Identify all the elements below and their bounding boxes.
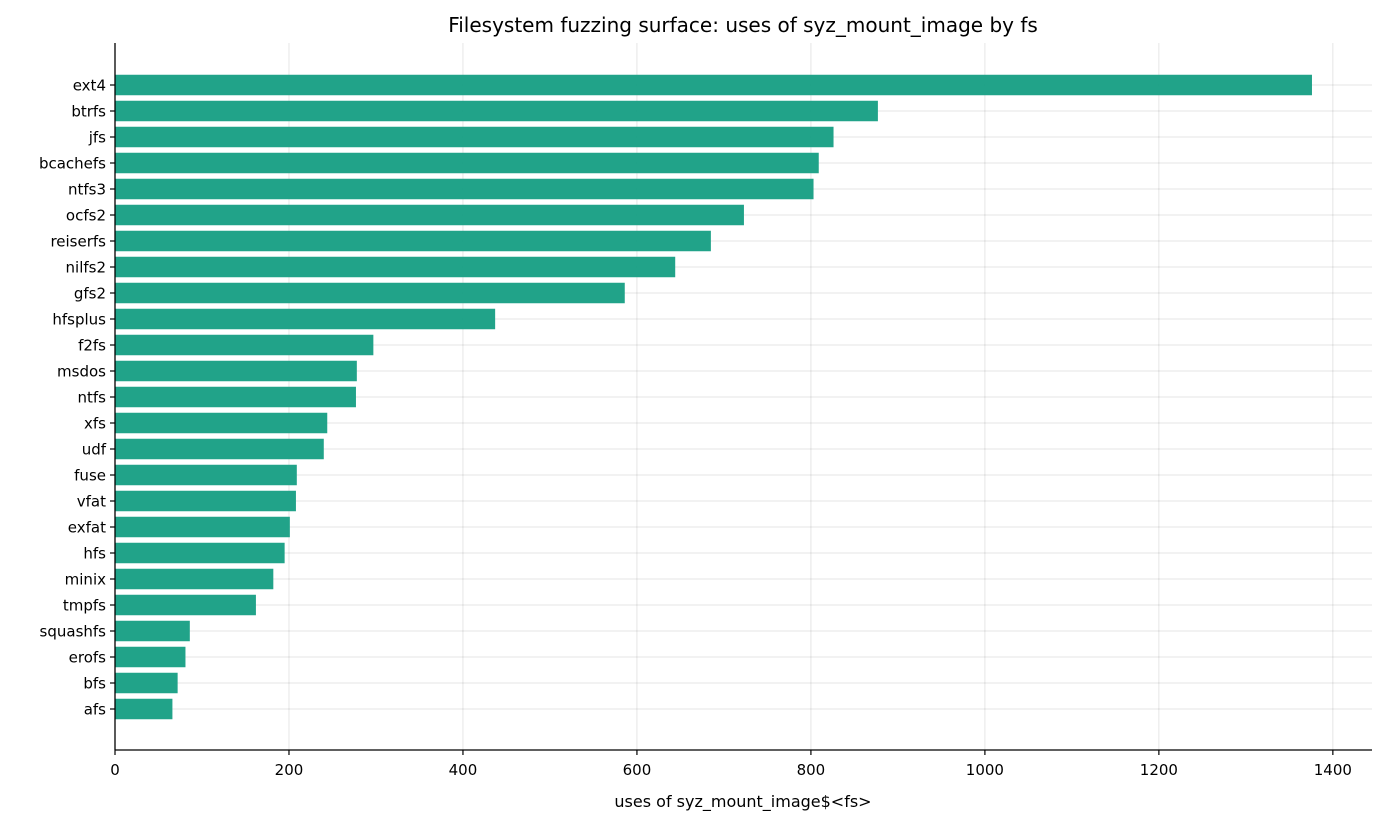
y-tick-label: hfs: [83, 545, 106, 563]
bar-fuse: [115, 464, 297, 486]
bar-f2fs: [115, 334, 374, 356]
y-tick-label: xfs: [84, 415, 106, 433]
y-tick-label: minix: [65, 571, 106, 589]
y-tick-label: ext4: [73, 77, 106, 95]
y-tick-label: bcachefs: [39, 155, 106, 173]
y-tick-label: ocfs2: [66, 207, 106, 225]
x-tick-label: 800: [797, 761, 826, 779]
y-tick-label: fuse: [74, 467, 106, 485]
bar-udf: [115, 438, 324, 460]
chart-title: Filesystem fuzzing surface: uses of syz_…: [448, 13, 1038, 37]
bar-hfs: [115, 542, 285, 564]
bar-bfs: [115, 672, 178, 694]
bar-btrfs: [115, 100, 878, 122]
y-tick-label: ntfs: [78, 389, 107, 407]
x-axis-ticks: 0 200 400 600 800 1000 1200 1400: [110, 750, 1352, 779]
bar-ext4: [115, 74, 1312, 96]
x-tick-label: 0: [110, 761, 120, 779]
x-axis-title: uses of syz_mount_image$<fs>: [614, 792, 871, 812]
y-tick-label: afs: [84, 701, 106, 719]
bar-exfat: [115, 516, 290, 538]
bar-ntfs3: [115, 178, 814, 200]
bar-xfs: [115, 412, 328, 434]
x-tick-label: 1400: [1314, 761, 1352, 779]
y-tick-label: udf: [82, 441, 107, 459]
x-tick-label: 200: [275, 761, 304, 779]
bar-ntfs: [115, 386, 356, 408]
y-tick-label: tmpfs: [63, 597, 106, 615]
x-tick-label: 400: [449, 761, 478, 779]
bar-ocfs2: [115, 204, 744, 226]
bar-msdos: [115, 360, 357, 382]
bar-bcachefs: [115, 152, 819, 174]
y-tick-label: gfs2: [74, 285, 106, 303]
bar-nilfs2: [115, 256, 676, 278]
y-tick-label: squashfs: [40, 623, 107, 641]
y-tick-label: ntfs3: [68, 181, 106, 199]
bar-vfat: [115, 490, 296, 512]
bar-jfs: [115, 126, 834, 148]
bar-tmpfs: [115, 594, 256, 616]
y-tick-label: exfat: [68, 519, 106, 537]
y-axis-ticks: ext4 btrfs jfs bcachefs ntfs3 ocfs2 reiserfs ni…: [39, 77, 115, 719]
bar-reiserfs: [115, 230, 711, 252]
bars: [115, 74, 1312, 720]
y-tick-label: btrfs: [71, 103, 106, 121]
y-tick-label: vfat: [77, 493, 106, 511]
y-tick-label: jfs: [88, 129, 106, 147]
y-tick-label: bfs: [83, 675, 106, 693]
bar-squashfs: [115, 620, 190, 642]
bar-afs: [115, 698, 173, 720]
y-tick-label: erofs: [69, 649, 107, 667]
x-tick-label: 600: [623, 761, 652, 779]
y-tick-label: hfsplus: [52, 311, 106, 329]
y-tick-label: f2fs: [78, 337, 106, 355]
x-tick-label: 1200: [1140, 761, 1178, 779]
bar-minix: [115, 568, 274, 590]
bar-erofs: [115, 646, 186, 668]
y-tick-label: nilfs2: [66, 259, 106, 277]
y-tick-label: reiserfs: [50, 233, 106, 251]
bar-hfsplus: [115, 308, 496, 330]
bar-gfs2: [115, 282, 625, 304]
y-tick-label: msdos: [57, 363, 106, 381]
x-tick-label: 1000: [966, 761, 1004, 779]
